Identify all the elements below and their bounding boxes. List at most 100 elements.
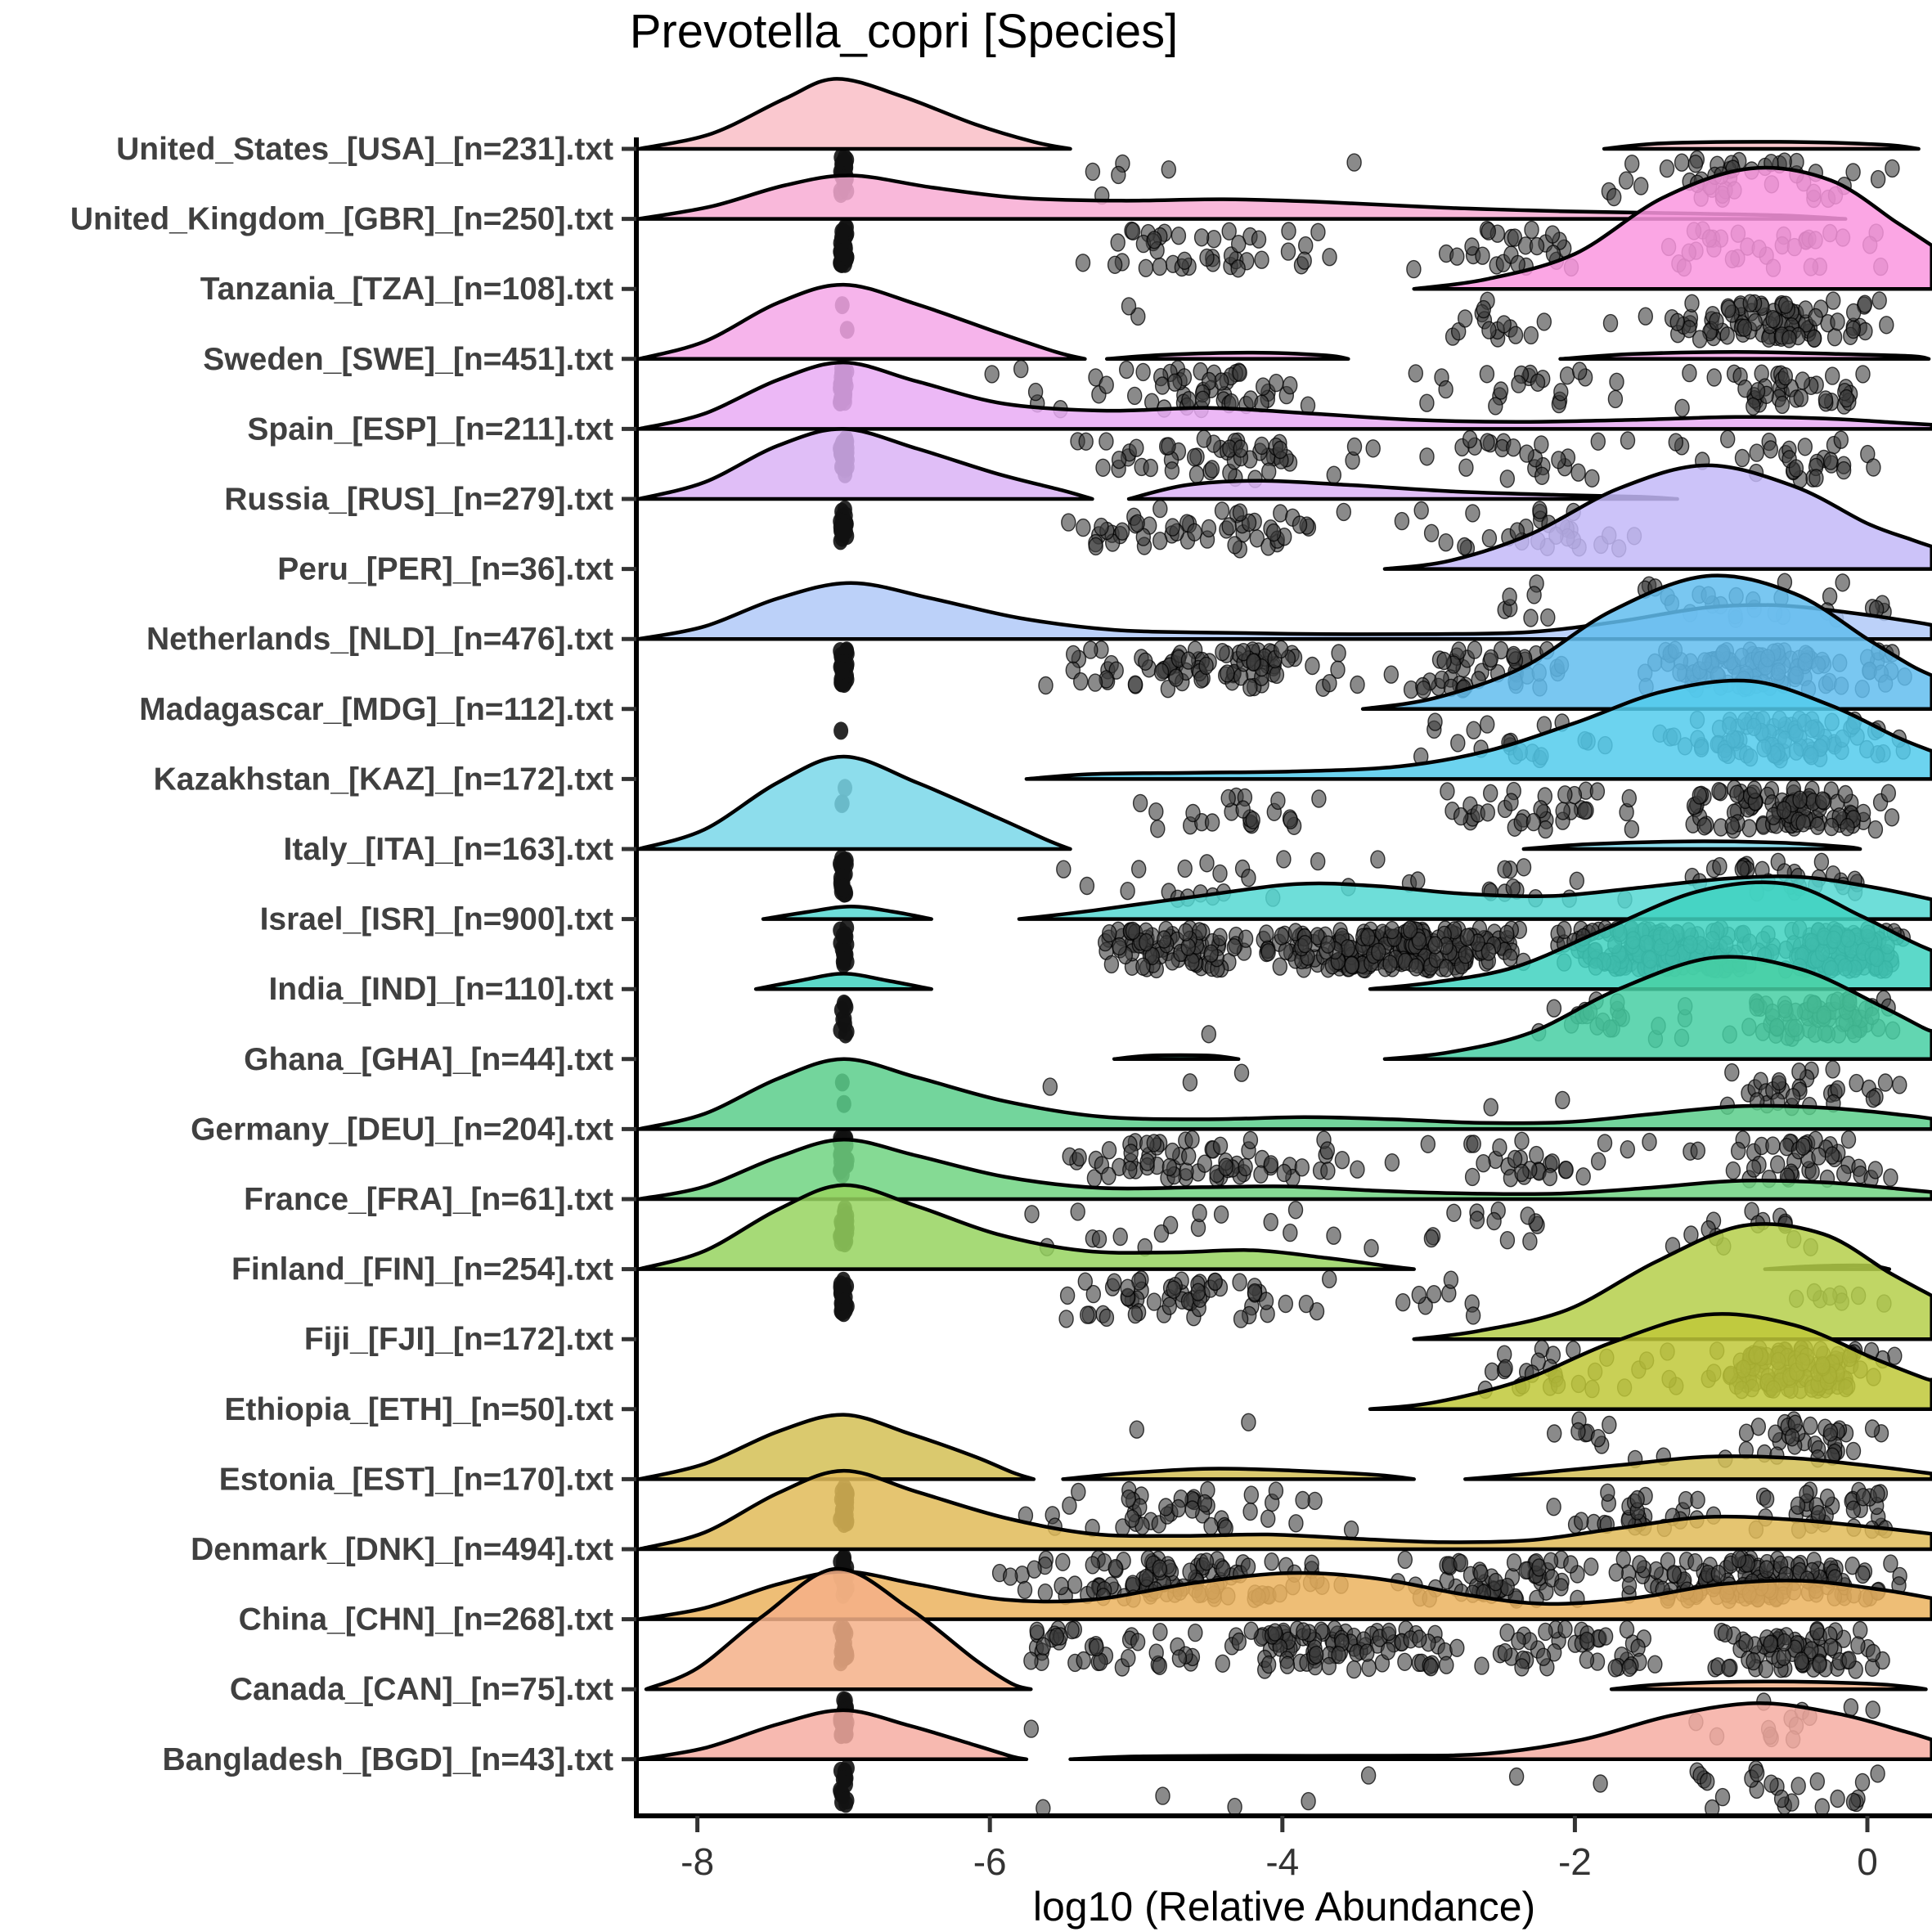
sample-point — [1152, 1656, 1168, 1676]
sample-point — [1513, 813, 1529, 832]
sample-point — [1260, 1655, 1277, 1674]
sample-point — [1346, 437, 1363, 456]
sample-point — [1480, 222, 1497, 240]
sample-point — [1138, 258, 1154, 277]
sample-point — [1242, 1130, 1259, 1150]
sample-point — [1529, 236, 1545, 256]
sample-point — [1738, 1633, 1754, 1652]
sample-point — [1360, 1766, 1377, 1785]
sample-point — [1837, 784, 1853, 804]
sample-point — [1492, 1138, 1507, 1157]
sample-point — [1483, 649, 1499, 668]
sample-point — [1152, 257, 1168, 276]
sample-point — [1682, 363, 1697, 383]
sample-point — [1850, 1636, 1866, 1655]
sample-point — [1865, 1701, 1880, 1719]
sample-point — [1411, 932, 1427, 950]
sample-point — [1204, 460, 1220, 479]
sample-point — [1546, 1497, 1561, 1516]
ridge-row — [636, 1570, 1932, 1679]
sample-point — [1078, 432, 1094, 451]
sample-point — [1279, 1656, 1296, 1674]
sample-point — [1412, 1629, 1427, 1648]
sample-point — [1577, 801, 1593, 820]
sample-point — [1406, 259, 1422, 279]
sample-point — [1880, 784, 1897, 802]
sample-point — [1029, 1621, 1045, 1641]
sample-point — [1589, 782, 1606, 801]
sample-point — [1161, 437, 1176, 456]
sample-point — [1187, 523, 1202, 541]
sample-point — [1449, 1638, 1465, 1658]
sample-point — [1402, 920, 1418, 939]
sample-point — [1822, 587, 1838, 606]
sample-point — [1168, 668, 1184, 687]
zero-abundance-point — [836, 951, 851, 970]
sample-point — [1124, 1509, 1140, 1528]
sample-point — [1186, 447, 1202, 467]
sample-point — [1233, 1063, 1250, 1082]
sample-point — [1088, 537, 1103, 556]
sample-point — [1721, 299, 1737, 318]
sample-point — [1226, 937, 1242, 957]
sample-point — [1099, 375, 1114, 394]
sample-point — [1864, 1419, 1880, 1438]
sample-point — [1072, 1148, 1087, 1167]
sample-point — [1423, 1229, 1440, 1248]
sample-point — [1135, 957, 1151, 977]
sample-point — [1488, 1572, 1503, 1592]
sample-point — [1729, 784, 1745, 803]
sample-point — [1624, 820, 1640, 838]
sample-point — [1154, 376, 1170, 395]
sample-point — [1845, 163, 1861, 182]
sample-point — [1835, 1164, 1852, 1184]
sample-point — [1486, 1211, 1502, 1231]
sample-point — [1076, 518, 1091, 537]
sample-point — [1597, 1627, 1614, 1646]
zero-abundance-point — [833, 674, 849, 693]
sample-points — [1023, 1620, 1890, 1679]
sample-point — [1765, 310, 1781, 329]
sample-point — [1027, 382, 1044, 402]
sample-points — [1042, 1060, 1907, 1117]
sample-point — [1855, 365, 1871, 384]
sample-point — [1427, 712, 1443, 731]
sample-point — [1738, 1423, 1755, 1442]
sample-point — [1781, 330, 1797, 348]
sample-point — [1473, 1564, 1489, 1583]
sample-point — [1440, 782, 1455, 801]
zero-abundance-point — [833, 1021, 848, 1040]
sample-point — [1570, 463, 1586, 482]
y-axis-label: Finland_[FIN]_[n=254].txt — [231, 1252, 613, 1287]
sample-point — [1499, 1623, 1515, 1642]
sample-point — [1883, 1554, 1898, 1573]
density-ridge — [636, 1137, 1932, 1202]
sample-point — [1458, 946, 1473, 964]
sample-point — [1331, 644, 1346, 663]
ridge-row — [834, 955, 1932, 1117]
sample-point — [1199, 854, 1215, 873]
sample-point — [1166, 1280, 1182, 1299]
sample-point — [1711, 782, 1727, 801]
y-axis-label: Israel_[ISR]_[n=900].txt — [260, 902, 613, 937]
sample-point — [1769, 1155, 1786, 1174]
sample-point — [1540, 608, 1556, 627]
sample-point — [1268, 373, 1284, 393]
sample-point — [1449, 247, 1465, 266]
sample-point — [1253, 1165, 1269, 1184]
sample-point — [1870, 169, 1886, 189]
sample-point — [1164, 461, 1180, 480]
density-ridge — [636, 1708, 1029, 1762]
y-axis-label: Ghana_[GHA]_[n=44].txt — [244, 1042, 613, 1077]
sample-point — [1696, 817, 1712, 836]
sample-point — [1294, 1158, 1310, 1177]
sample-point — [1083, 640, 1099, 659]
y-axis-label: Peru_[PER]_[n=36].txt — [277, 552, 613, 587]
sample-point — [1522, 1232, 1538, 1251]
sample-point — [1075, 254, 1091, 272]
sample-point — [1557, 1620, 1573, 1639]
sample-point — [1108, 1558, 1123, 1578]
sample-point — [1819, 1488, 1835, 1507]
sample-point — [1232, 503, 1248, 522]
sample-point — [1371, 942, 1386, 961]
